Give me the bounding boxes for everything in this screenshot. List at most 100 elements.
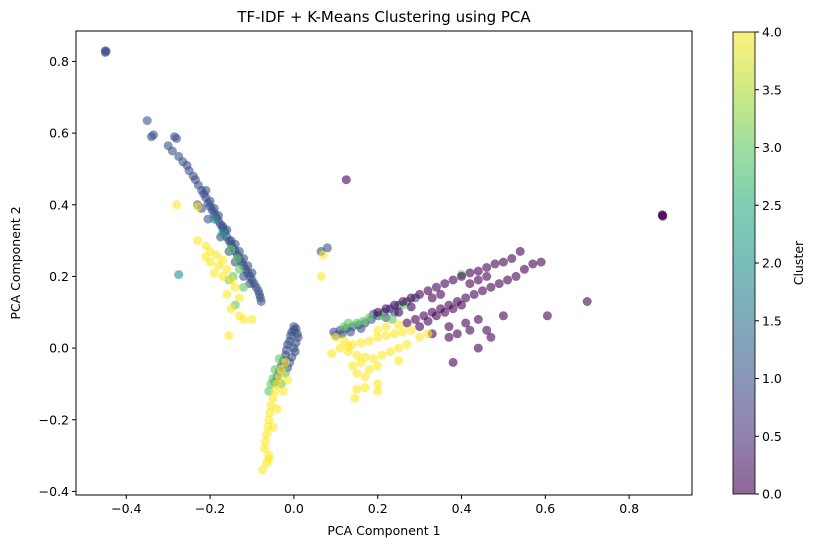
data-point-cluster-4 [364,365,374,375]
data-point-cluster-4 [224,331,234,341]
data-point-cluster-0 [440,279,450,289]
data-point-cluster-4 [316,271,326,281]
data-point-cluster-0 [657,210,667,220]
data-point-cluster-0 [486,332,496,342]
data-point-cluster-4 [270,386,280,396]
y-axis: −0.4 −0.2 0.0 0.2 0.4 0.6 0.8 [39,54,76,499]
data-point-cluster-0 [473,266,483,276]
data-point-cluster-4 [369,354,378,364]
data-point-cluster-0 [461,293,471,303]
data-point-cluster-4 [352,384,362,394]
data-point-cluster-0 [457,300,466,310]
data-point-cluster-1 [205,196,215,206]
data-point-cluster-0 [528,259,538,269]
data-point-cluster-0 [381,304,391,314]
x-tick-label: 0.4 [452,501,472,516]
data-point-cluster-0 [444,332,454,342]
y-tick-label: 0.4 [49,197,69,212]
data-point-cluster-4 [278,386,288,396]
data-point-cluster-0 [486,282,496,292]
data-point-cluster-2 [218,228,228,238]
data-point-cluster-1 [172,134,182,143]
colorbar-ticks: 0.0 0.5 1.0 1.5 2.0 2.5 3.0 3.5 4.0 [755,25,782,502]
data-point-cluster-3 [226,245,236,255]
data-point-cluster-0 [469,289,479,299]
data-point-cluster-4 [318,250,328,260]
data-point-cluster-4 [260,443,270,453]
data-point-cluster-4 [352,368,362,378]
data-point-cluster-4 [381,331,391,341]
data-point-cluster-0 [494,279,504,289]
colorbar-tick-label: 0.0 [762,487,782,502]
data-point-cluster-1 [203,214,213,224]
colorbar-tick-label: 1.0 [762,371,782,386]
colorbar-tick-label: 0.5 [762,429,782,444]
data-point-cluster-4 [394,356,404,366]
data-point-cluster-4 [390,329,399,339]
data-point-cluster-4 [218,271,228,281]
data-point-cluster-0 [431,282,441,292]
data-point-cluster-1 [101,46,111,56]
y-tick-label: 0.6 [49,126,69,141]
data-point-cluster-4 [193,236,202,246]
data-point-cluster-4 [274,372,284,382]
data-point-cluster-0 [482,325,492,335]
y-tick-label: 0.8 [49,54,69,69]
data-point-cluster-4 [247,314,257,324]
data-point-cluster-2 [209,214,219,224]
data-point-cluster-3 [234,264,244,274]
data-point-cluster-0 [461,318,471,328]
data-point-cluster-0 [465,279,475,289]
data-point-cluster-4 [276,365,286,375]
data-point-cluster-4 [415,332,425,342]
data-point-cluster-4 [214,261,223,271]
data-point-cluster-3 [343,318,353,328]
data-point-cluster-4 [272,404,282,414]
data-point-cluster-4 [348,361,358,371]
data-point-cluster-0 [473,314,483,324]
chart-title: TF-IDF + K-Means Clustering using PCA [236,8,531,26]
x-tick-label: −0.4 [111,501,141,516]
points-layer [100,46,668,475]
data-point-cluster-1 [322,243,332,253]
data-point-cluster-0 [390,300,399,310]
data-point-cluster-1 [167,146,177,156]
data-point-cluster-4 [226,304,236,314]
y-tick-label: 0.0 [49,341,69,356]
colorbar-tick-label: 2.0 [762,256,782,271]
data-point-cluster-0 [498,311,508,321]
data-point-cluster-4 [373,332,383,342]
data-point-cluster-1 [142,116,152,126]
data-point-cluster-0 [542,311,552,321]
data-point-cluster-0 [498,257,508,267]
data-point-cluster-0 [503,275,513,285]
data-point-cluster-4 [222,289,232,299]
data-point-cluster-0 [473,275,483,285]
data-point-cluster-0 [423,316,433,326]
data-point-cluster-4 [230,282,240,292]
data-point-cluster-0 [448,275,458,285]
data-point-cluster-0 [452,329,462,339]
data-point-cluster-4 [423,329,433,339]
data-point-cluster-0 [440,307,450,317]
data-point-cluster-4 [373,386,383,396]
data-point-cluster-4 [373,361,383,371]
data-point-cluster-0 [402,318,412,328]
data-point-cluster-4 [209,268,219,278]
colorbar-tick-label: 3.5 [762,82,782,97]
data-point-cluster-4 [327,349,337,358]
data-point-cluster-1 [239,254,249,263]
data-point-cluster-0 [410,314,420,324]
colorbar-tick-label: 4.0 [762,25,782,40]
data-point-cluster-1 [149,130,158,140]
x-tick-label: 0.2 [368,501,388,516]
colorbar-tick-label: 1.5 [762,313,782,328]
data-point-cluster-0 [373,307,383,317]
data-point-cluster-4 [373,325,383,335]
data-point-cluster-1 [239,271,249,281]
colorbar-tick-label: 3.0 [762,140,782,155]
data-point-cluster-4 [172,200,182,210]
data-point-cluster-4 [352,350,362,360]
data-point-cluster-4 [402,340,412,349]
